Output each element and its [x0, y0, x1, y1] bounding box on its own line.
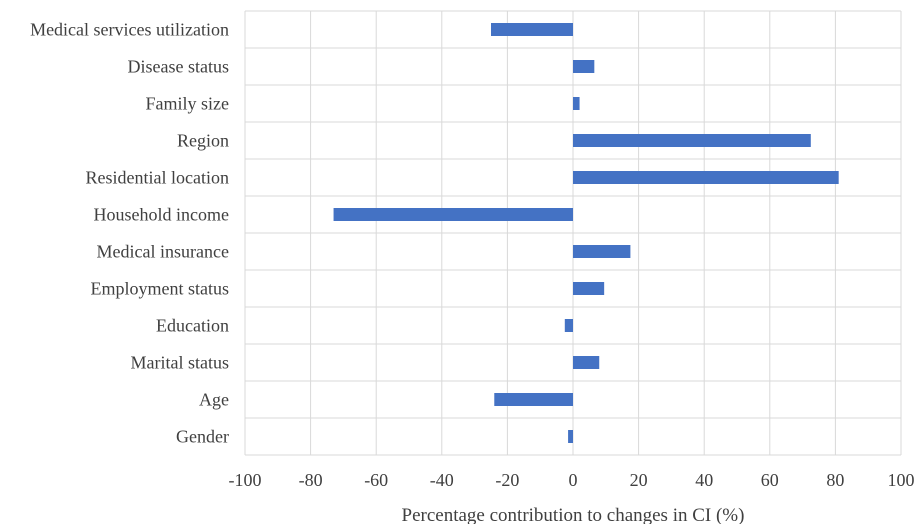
- category-label: Education: [156, 316, 229, 336]
- bar: [573, 60, 595, 73]
- category-labels: Medical services utilization Disease stat…: [30, 20, 229, 447]
- x-tick-label: 40: [695, 470, 713, 490]
- category-label: Household income: [94, 205, 229, 225]
- x-tick-label: -60: [364, 470, 388, 490]
- category-label: Medical insurance: [97, 242, 229, 262]
- category-label: Employment status: [91, 279, 230, 299]
- x-tick-label: -80: [299, 470, 323, 490]
- category-label: Age: [199, 390, 229, 410]
- x-tick-label: 20: [630, 470, 648, 490]
- x-tick-label: 0: [569, 470, 578, 490]
- x-tick-label: -20: [495, 470, 519, 490]
- category-label: Family size: [146, 94, 230, 114]
- x-tick-label: -40: [430, 470, 454, 490]
- bar: [573, 171, 839, 184]
- bar: [491, 23, 573, 36]
- bar: [494, 393, 573, 406]
- category-label: Disease status: [128, 57, 229, 77]
- bar: [568, 430, 573, 443]
- category-label: Medical services utilization: [30, 20, 229, 40]
- bar: [573, 97, 580, 110]
- gridlines: [244, 10, 902, 456]
- bars: [333, 23, 839, 443]
- bar: [573, 245, 631, 258]
- bar: [573, 282, 605, 295]
- x-axis-title: Percentage contribution to changes in CI…: [402, 505, 745, 524]
- bar: [333, 208, 573, 221]
- category-label: Residential location: [86, 168, 229, 188]
- x-tick-label: -100: [229, 470, 262, 490]
- x-tick-label: 60: [761, 470, 779, 490]
- x-tick-label: 100: [888, 470, 915, 490]
- bar: [573, 134, 811, 147]
- x-tick-label: 80: [826, 470, 844, 490]
- category-label: Gender: [176, 427, 229, 447]
- x-tick-labels: -100 -80 -60 -40 -20 0 20 40 60 80 100: [229, 470, 915, 490]
- bar: [573, 356, 600, 369]
- bar: [564, 319, 573, 332]
- category-label: Region: [177, 131, 229, 151]
- category-label: Marital status: [131, 353, 229, 373]
